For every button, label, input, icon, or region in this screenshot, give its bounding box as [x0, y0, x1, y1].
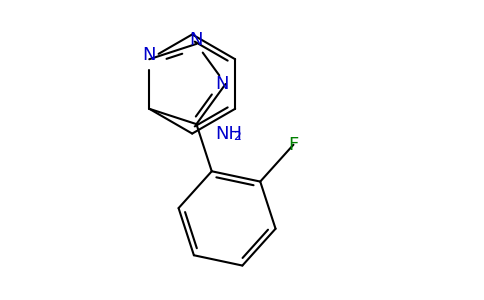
- Text: F: F: [288, 136, 299, 154]
- Text: N: N: [142, 46, 156, 64]
- Text: N: N: [190, 31, 203, 49]
- Text: 2: 2: [233, 130, 241, 143]
- Text: N: N: [215, 75, 229, 93]
- Text: NH: NH: [215, 124, 242, 142]
